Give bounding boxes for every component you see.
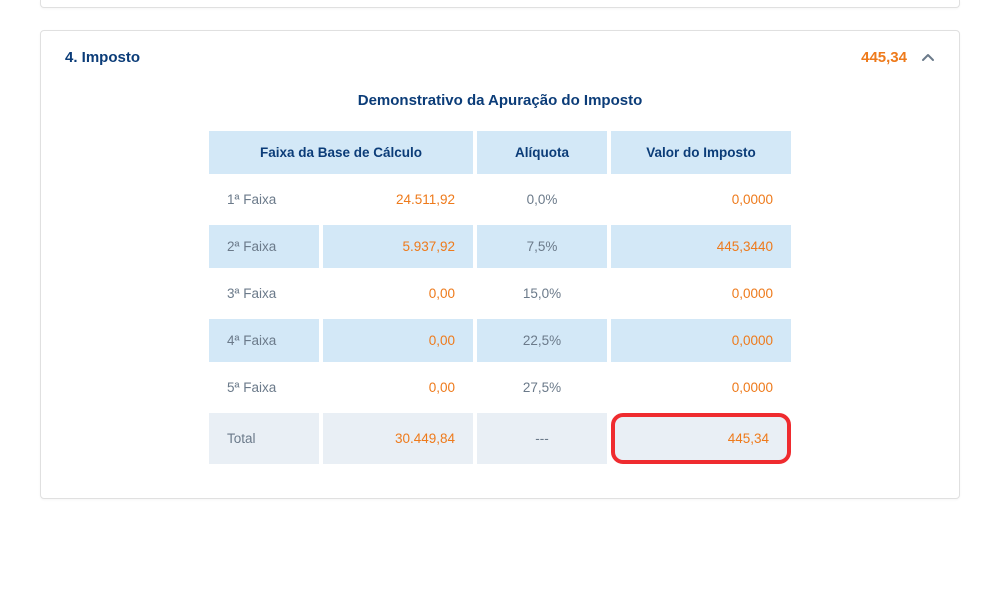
previous-section-stub — [40, 0, 960, 8]
row-label: 3ª Faixa — [209, 272, 319, 315]
col-header-faixa: Faixa da Base de Cálculo — [209, 131, 473, 174]
row-label: 2ª Faixa — [209, 225, 319, 268]
col-header-valor: Valor do Imposto — [611, 131, 791, 174]
row-valor: 445,3440 — [611, 225, 791, 268]
row-valor: 0,0000 — [611, 319, 791, 362]
row-aliquota: 27,5% — [477, 366, 607, 409]
row-valor: 0,0000 — [611, 366, 791, 409]
section-header[interactable]: 4. Imposto 445,34 — [41, 31, 959, 74]
table-row: 5ª Faixa 0,00 27,5% 0,0000 — [209, 366, 791, 409]
section-imposto-panel: 4. Imposto 445,34 Demonstrativo da Apura… — [40, 30, 960, 499]
section-title: 4. Imposto — [65, 49, 140, 66]
table-title: Demonstrativo da Apuração do Imposto — [41, 92, 959, 109]
row-aliquota: 22,5% — [477, 319, 607, 362]
table-header-row: Faixa da Base de Cálculo Alíquota Valor … — [209, 131, 791, 174]
row-label: 5ª Faixa — [209, 366, 319, 409]
row-aliquota: 0,0% — [477, 178, 607, 221]
row-aliquota: 7,5% — [477, 225, 607, 268]
total-base: 30.449,84 — [323, 413, 473, 464]
row-base: 0,00 — [323, 272, 473, 315]
row-label: 4ª Faixa — [209, 319, 319, 362]
row-base: 0,00 — [323, 319, 473, 362]
row-base: 5.937,92 — [323, 225, 473, 268]
row-aliquota: 15,0% — [477, 272, 607, 315]
table-row: 4ª Faixa 0,00 22,5% 0,0000 — [209, 319, 791, 362]
table-total-row: Total 30.449,84 --- 445,34 — [209, 413, 791, 464]
row-valor: 0,0000 — [611, 272, 791, 315]
row-base: 24.511,92 — [323, 178, 473, 221]
table-row: 1ª Faixa 24.511,92 0,0% 0,0000 — [209, 178, 791, 221]
tax-table: Faixa da Base de Cálculo Alíquota Valor … — [205, 127, 795, 468]
row-label: 1ª Faixa — [209, 178, 319, 221]
table-row: 2ª Faixa 5.937,92 7,5% 445,3440 — [209, 225, 791, 268]
section-value: 445,34 — [861, 49, 907, 66]
row-valor: 0,0000 — [611, 178, 791, 221]
total-aliquota: --- — [477, 413, 607, 464]
col-header-aliquota: Alíquota — [477, 131, 607, 174]
total-label: Total — [209, 413, 319, 464]
total-valor-highlighted: 445,34 — [611, 413, 791, 464]
chevron-up-icon[interactable] — [921, 51, 935, 65]
row-base: 0,00 — [323, 366, 473, 409]
table-row: 3ª Faixa 0,00 15,0% 0,0000 — [209, 272, 791, 315]
